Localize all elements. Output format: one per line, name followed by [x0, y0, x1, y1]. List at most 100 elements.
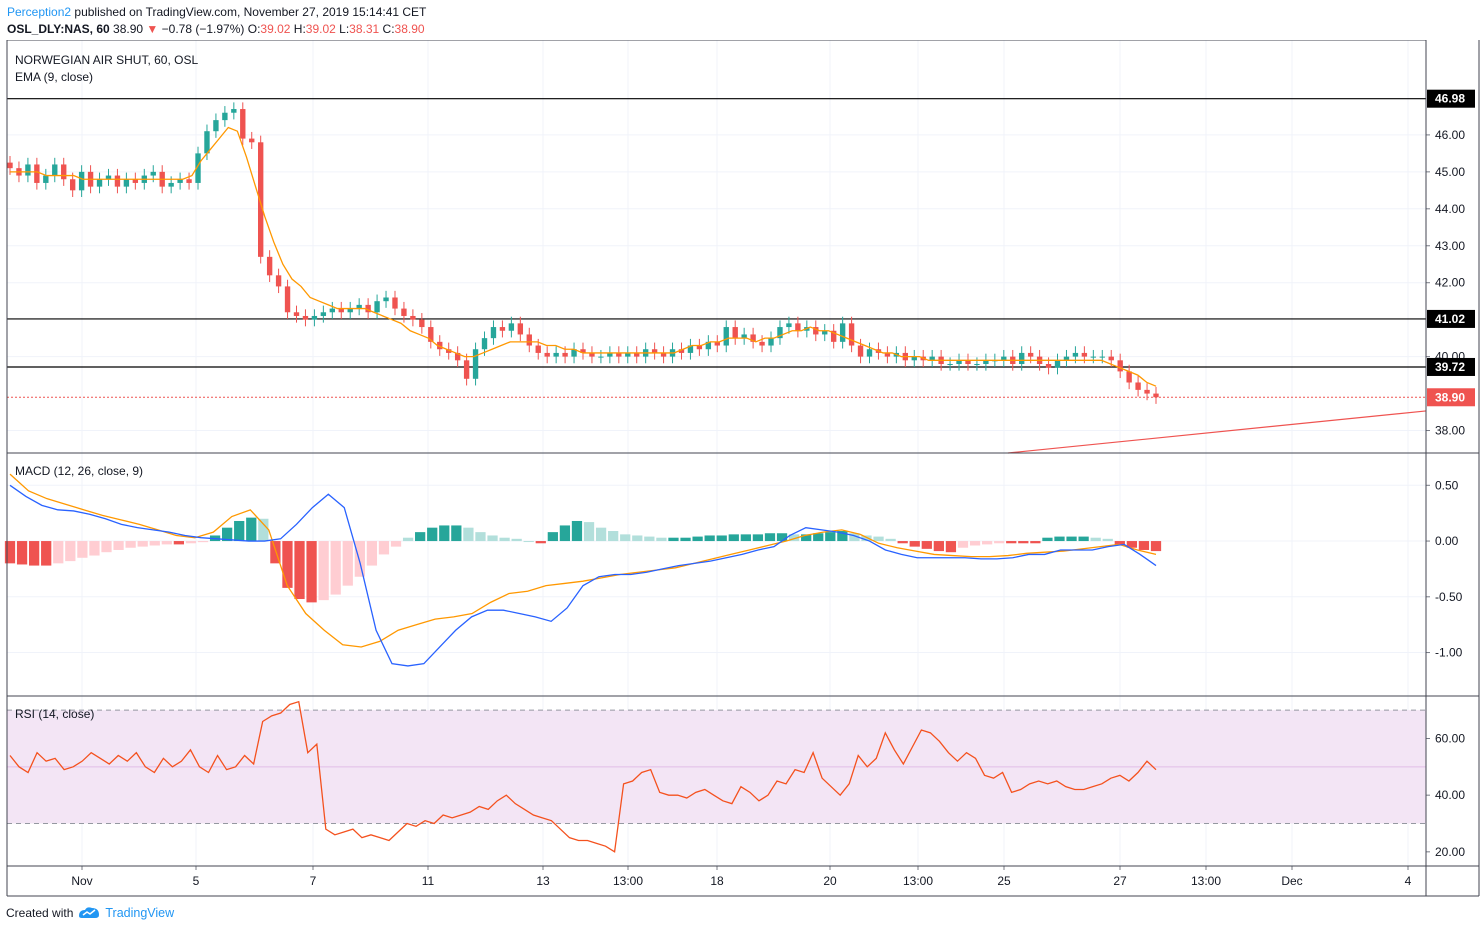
candle-body [750, 334, 756, 342]
candle-body [947, 364, 953, 366]
macd-histogram-bar [692, 536, 703, 542]
candle-body [392, 297, 398, 309]
macd-histogram-bar [342, 541, 353, 586]
macd-histogram-bar [1126, 541, 1138, 548]
candle-body [168, 182, 174, 187]
candle-body [320, 312, 327, 316]
candle-body [1054, 360, 1061, 368]
x-axis-label: 13:00 [613, 874, 643, 888]
macd-histogram-bar [463, 527, 474, 542]
candle-body [463, 360, 470, 379]
macd-histogram-bar [378, 541, 390, 555]
macd-axis-label: 0.50 [1435, 478, 1459, 492]
ema-line [10, 126, 1157, 387]
created-with-label: Created with [6, 906, 74, 920]
rsi-axis-label: 20.00 [1435, 845, 1465, 859]
macd-histogram-bar [1090, 537, 1101, 542]
candle-body [607, 352, 613, 357]
candle-body [1099, 356, 1105, 358]
chart-canvas[interactable]: 46.0045.0044.0043.0042.0040.0038.0046.98… [0, 40, 1481, 900]
candle-body [1090, 356, 1097, 358]
macd-histogram-bar [945, 541, 957, 553]
candle-body [1108, 356, 1114, 361]
candle-body [822, 330, 828, 335]
candle-body [374, 301, 380, 313]
macd-histogram-bar [933, 541, 944, 552]
macd-histogram-bar [909, 541, 920, 547]
macd-histogram-bar [801, 534, 812, 542]
macd-histogram-bar [487, 535, 498, 542]
symbol-label: OSL_DLY:NAS, 60 [7, 22, 110, 36]
level-label: 39.72 [1435, 360, 1465, 374]
candle-body [114, 175, 121, 187]
candle-body [481, 338, 488, 350]
tradingview-brand-link[interactable]: TradingView [105, 906, 175, 920]
macd-histogram-bar [728, 534, 739, 542]
rsi-pane[interactable]: 60.00 40.00 20.00 [7, 700, 1465, 859]
candle-body [249, 138, 255, 143]
candle-body [204, 131, 210, 154]
candle-body [580, 349, 586, 353]
x-axis-label: 18 [710, 874, 724, 888]
candle-body [428, 327, 434, 342]
macd-histogram-bar [306, 541, 317, 603]
candle-body [437, 341, 443, 350]
x-axis-label: 27 [1113, 874, 1127, 888]
candle-body [231, 109, 237, 113]
macd-pane[interactable]: 0.50 0.00 -0.50 -1.00 [4, 473, 1463, 667]
trendline [1007, 410, 1427, 454]
level-label-bg [1427, 309, 1475, 328]
macd-histogram-bar [740, 534, 751, 542]
candle-body [508, 323, 515, 331]
macd-histogram-bar [716, 535, 727, 542]
macd-histogram-bar [354, 541, 365, 577]
macd-histogram-bar [680, 537, 691, 542]
candle-body [78, 171, 85, 191]
candle-body [705, 341, 712, 350]
macd-histogram-bar [764, 533, 776, 542]
macd-histogram-bar [547, 532, 558, 542]
macd-histogram-bar [149, 541, 160, 546]
candle-body [839, 323, 846, 342]
open-label: O: [247, 22, 261, 36]
macd-histogram-bar [1114, 541, 1125, 546]
candle-body [302, 315, 309, 320]
last-price-label-bg [1427, 388, 1475, 407]
candle-body [446, 349, 452, 353]
candle-body [786, 323, 792, 328]
macd-histogram-bar [65, 541, 76, 562]
x-axis-label: Dec [1281, 874, 1302, 888]
author-link[interactable]: Perception2 [7, 5, 72, 19]
macd-histogram-bar [981, 541, 993, 545]
candle-body [266, 256, 273, 276]
level-label: 41.02 [1435, 312, 1465, 326]
candle-body [768, 338, 774, 346]
macd-histogram-bar [282, 541, 293, 588]
candle-body [831, 330, 837, 342]
price-axis-label: 45.00 [1435, 165, 1465, 179]
candle-body [347, 308, 353, 313]
candle-body [965, 360, 971, 365]
macd-histogram-bar [1042, 537, 1053, 542]
macd-histogram-bar [994, 541, 1005, 544]
ohlc-line: OSL_DLY:NAS, 60 38.90 ▼ −0.78 (−1.97%) O… [7, 22, 425, 37]
candle-body [293, 312, 300, 316]
candle-body [401, 308, 407, 316]
macd-histogram-bar [41, 541, 52, 566]
macd-histogram-bar [595, 527, 607, 542]
candle-body [589, 352, 595, 357]
candle-body [490, 327, 497, 339]
candle-body [723, 327, 729, 346]
candle-body [535, 345, 541, 353]
x-axis-label: 13 [536, 874, 550, 888]
candle-body [365, 304, 371, 313]
macd-histogram-bar [571, 520, 583, 542]
candle-body [240, 109, 246, 139]
x-axis-label: Nov [71, 874, 92, 888]
macd-axis-label: -1.00 [1435, 646, 1463, 660]
candle-body [419, 319, 425, 328]
price-pane[interactable]: 46.0045.0044.0043.0042.0040.0038.0046.98… [7, 89, 1475, 454]
open-value: 39.02 [260, 22, 291, 36]
macd-histogram-bar [415, 532, 426, 542]
macd-histogram-bar [318, 541, 329, 601]
